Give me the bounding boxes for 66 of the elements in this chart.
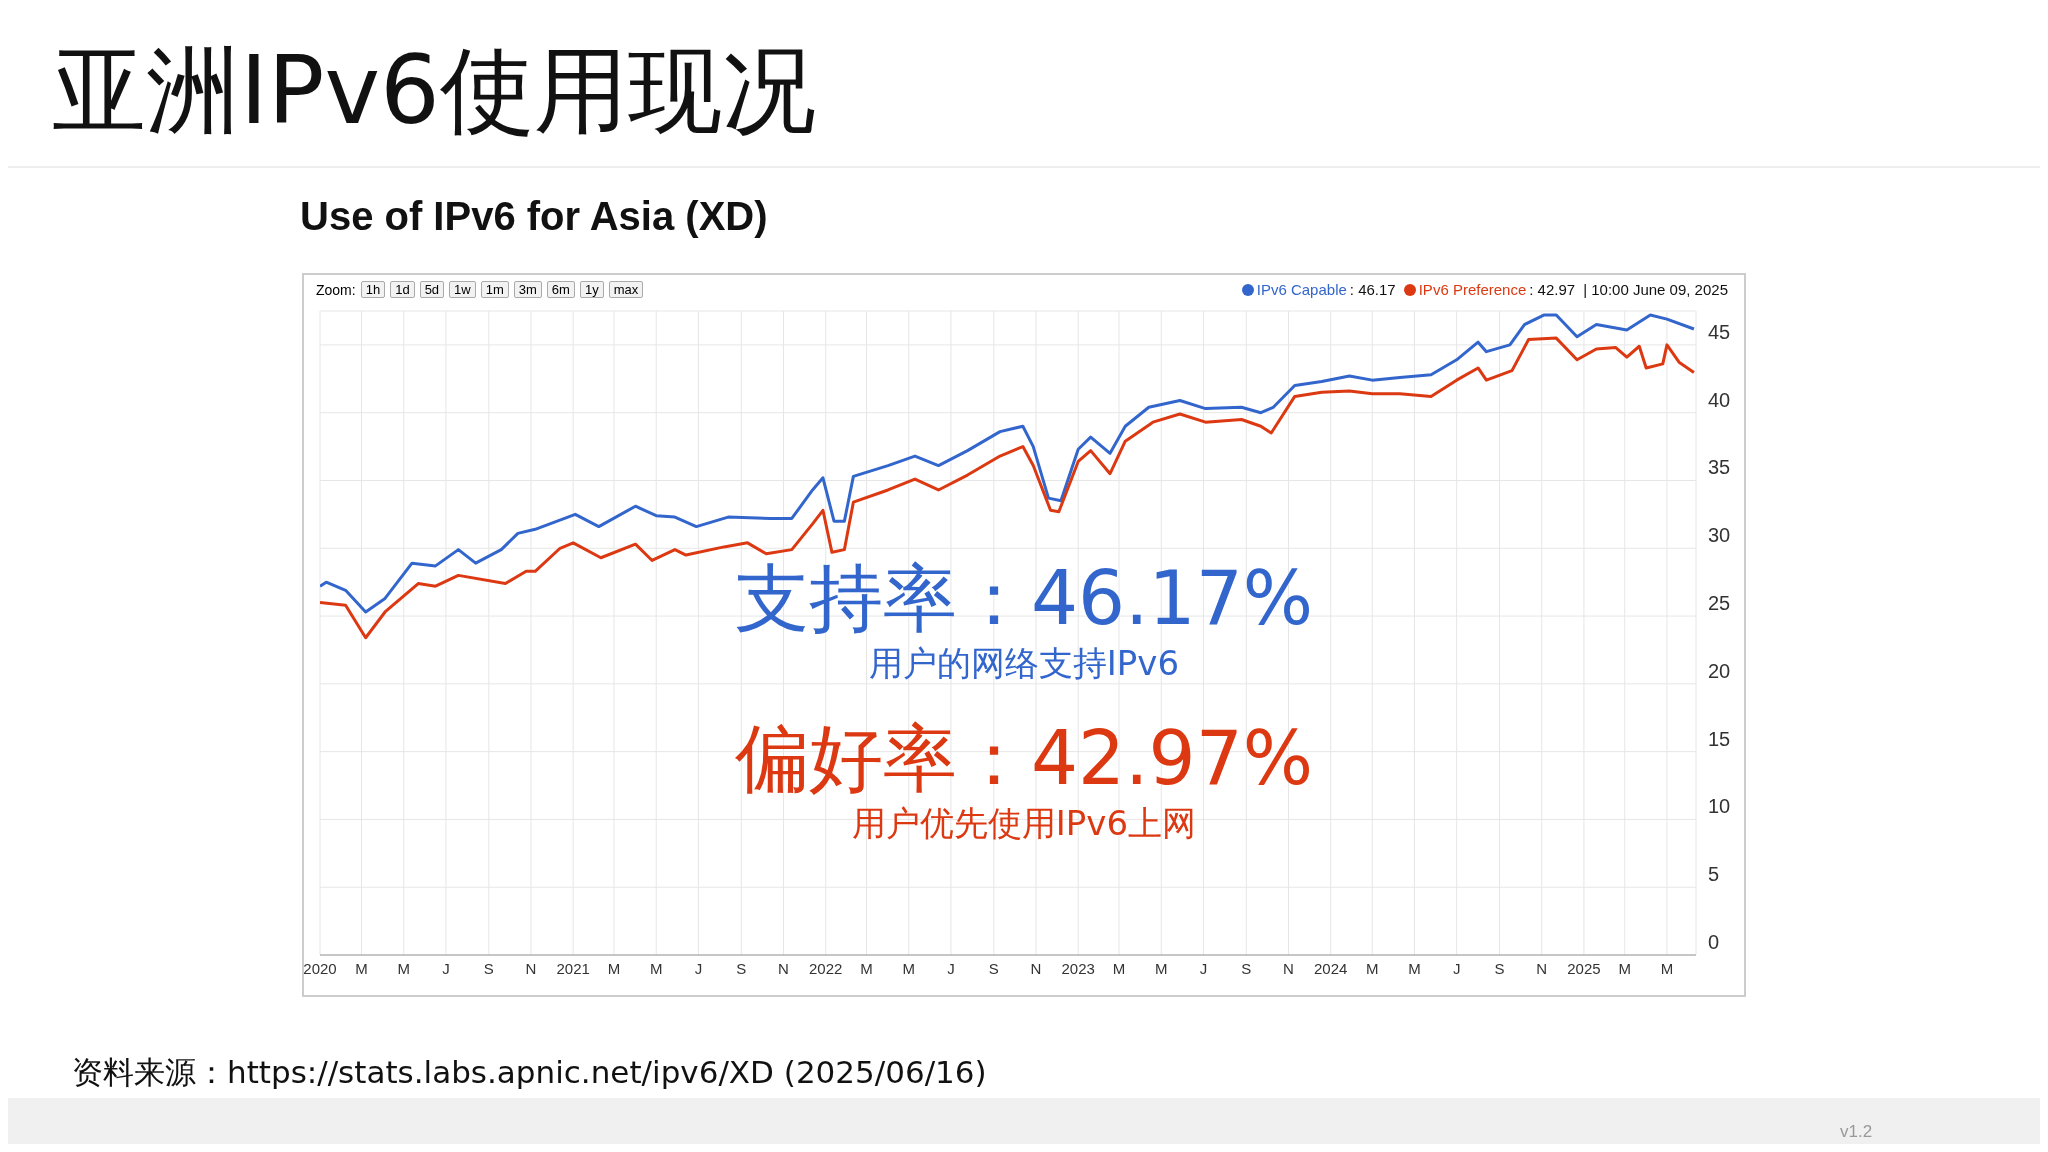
text: 1w: [449, 281, 476, 298]
x-tick-label: J: [947, 959, 955, 977]
x-tick-label: 2024: [1314, 959, 1348, 977]
text: 1h: [360, 281, 386, 298]
y-tick-label: 15: [1708, 727, 1731, 750]
x-tick-label: J: [1452, 959, 1461, 977]
annotation: 用户优先使用IPv6上网: [851, 803, 1197, 843]
x-tick-label: 2022: [809, 959, 843, 977]
x-tick-label: J: [1199, 959, 1208, 977]
x-tick-label: S: [1241, 959, 1252, 977]
x-tick-label: S: [988, 959, 999, 977]
x-tick-label: J: [442, 959, 450, 977]
x-tick-label: M: [607, 959, 621, 977]
x-tick-label: M: [1660, 959, 1674, 977]
x-tick-label: S: [1494, 959, 1505, 977]
x-tick-label: 2023: [1061, 959, 1095, 977]
x-tick-label: M: [1365, 959, 1379, 977]
x-tick-label: N: [1283, 959, 1294, 977]
y-tick-label: 20: [1708, 659, 1731, 682]
text: 1d: [390, 281, 415, 298]
x-tick-label: M: [1408, 959, 1421, 977]
text: : 46.17: [1349, 281, 1396, 298]
text: 6m: [546, 281, 575, 298]
x-tick-label: M: [902, 959, 915, 977]
x-tick-label: N: [525, 959, 537, 977]
x-tick-label: M: [649, 959, 663, 977]
y-tick-label: 0: [1708, 931, 1720, 953]
x-tick-label: M: [1112, 959, 1126, 977]
text: | 10:00 June 09, 2025: [1583, 281, 1728, 298]
annotation: 偏好率：42.97%: [734, 715, 1314, 801]
x-tick-label: N: [1030, 959, 1042, 977]
x-tick-label: M: [355, 959, 368, 977]
y-tick-label: 35: [1708, 456, 1731, 479]
x-tick-label: 2020: [303, 959, 337, 977]
chart-subtitle: Use of IPv6 for Asia (XD): [300, 194, 768, 239]
text: : 42.97: [1529, 281, 1576, 298]
y-tick-label: 40: [1708, 388, 1731, 411]
annotation: 用户的网络支持IPv6: [868, 643, 1180, 683]
y-tick-label: 10: [1708, 795, 1731, 818]
text: 1y: [579, 281, 604, 298]
x-tick-label: M: [1154, 959, 1168, 977]
legend-label: IPv6 Capable: [1256, 281, 1347, 298]
text: Zoom:: [316, 281, 356, 298]
legend-label: IPv6 Preference: [1418, 281, 1527, 298]
text: 1m: [480, 281, 509, 298]
x-tick-label: N: [1536, 959, 1548, 977]
text: v1.2: [1840, 1122, 1873, 1142]
chart-title: 亚洲IPv6使用现况: [52, 35, 816, 147]
text: max: [608, 281, 644, 298]
x-tick-label: S: [483, 959, 494, 977]
y-tick-label: 25: [1708, 592, 1731, 615]
y-tick-label: 5: [1708, 863, 1720, 886]
annotation: 支持率：46.17%: [734, 555, 1314, 641]
x-tick-label: J: [694, 959, 703, 977]
x-tick-label: M: [1618, 959, 1631, 977]
x-tick-label: N: [778, 959, 789, 977]
x-tick-label: M: [397, 959, 410, 977]
x-tick-label: 2025: [1567, 959, 1601, 977]
y-tick-label: 45: [1708, 320, 1731, 343]
y-tick-label: 30: [1708, 524, 1731, 547]
text: 资料来源：https://stats.labs.apnic.net/ipv6/XD (2025/06/16): [72, 1053, 987, 1092]
text: 3m: [513, 281, 542, 298]
x-tick-label: S: [736, 959, 747, 977]
text: 5d: [419, 281, 445, 298]
x-tick-label: 2021: [556, 959, 590, 977]
x-tick-label: M: [860, 959, 873, 977]
